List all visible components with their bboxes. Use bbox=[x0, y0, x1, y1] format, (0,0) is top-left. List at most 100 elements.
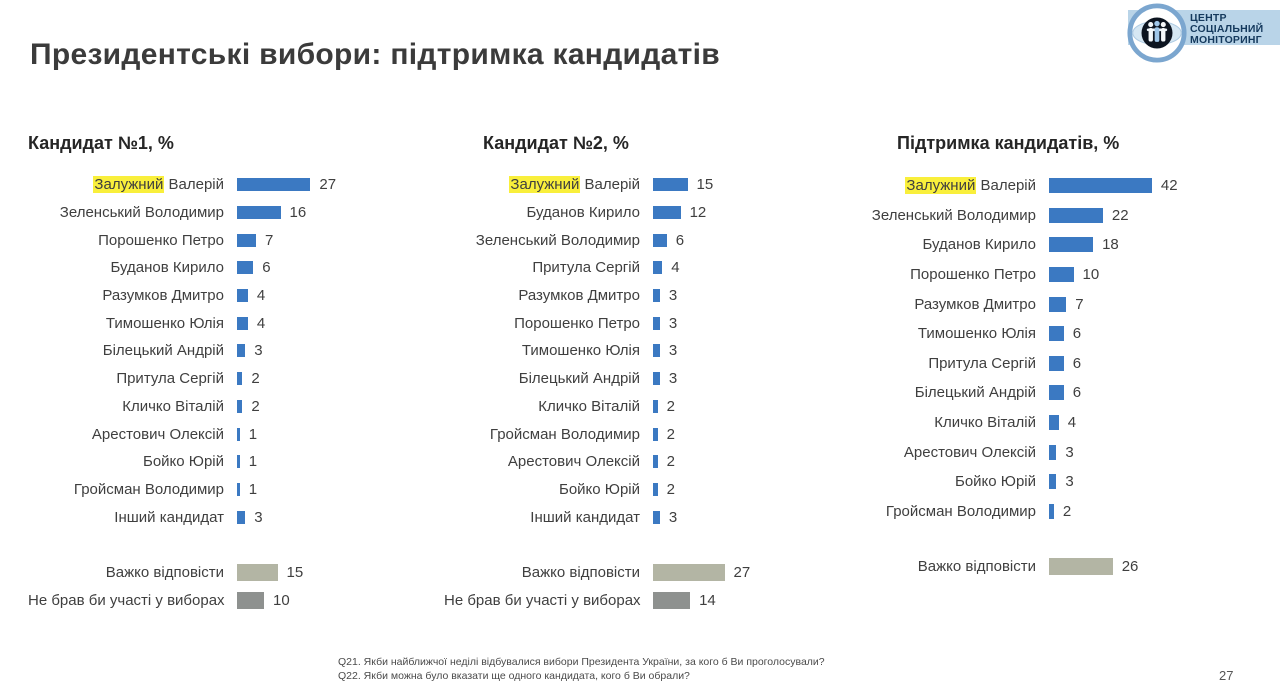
candidate-label: Арестович Олексій bbox=[903, 443, 1036, 461]
chart-rows: Залужний Валерій 42 Зеленський Володимир 22… bbox=[860, 171, 1178, 526]
chart-row: Важко відповісти 27 bbox=[444, 559, 750, 587]
chart-row: Білецький Андрій 3 bbox=[28, 337, 336, 365]
value-label: 2 bbox=[666, 425, 675, 443]
org-logo-text-line: СОЦІАЛЬНИЙ bbox=[1190, 23, 1264, 36]
candidate-label: Бойко Юрій bbox=[142, 453, 224, 471]
value-label: 6 bbox=[675, 231, 685, 249]
candidate-label: Притула Сергій bbox=[116, 370, 224, 388]
bar bbox=[237, 233, 256, 247]
candidate-label: Притула Сергій bbox=[532, 259, 640, 277]
chart-extra-rows: Важко відповісти 15 Не брав би участі у ви… bbox=[28, 559, 336, 614]
candidate-label: Кличко Віталій bbox=[122, 397, 224, 415]
chart-row: Бойко Юрій 3 bbox=[860, 467, 1178, 497]
value-label: 27 bbox=[319, 176, 337, 194]
chart-row: Інший кандидат 3 bbox=[444, 503, 750, 531]
value-label: 15 bbox=[696, 176, 714, 194]
candidate-label: Арестович Олексій bbox=[507, 453, 640, 471]
value-label: 3 bbox=[668, 287, 678, 305]
value-label: 26 bbox=[1121, 558, 1139, 576]
value-label: 7 bbox=[1075, 295, 1084, 313]
value-label: 3 bbox=[1065, 473, 1074, 491]
value-label: 3 bbox=[668, 342, 678, 360]
value-label: 3 bbox=[1065, 443, 1074, 461]
chart-row: Кличко Віталій 2 bbox=[444, 393, 750, 421]
candidate-label: Тимошенко Юлія bbox=[917, 325, 1036, 343]
bar bbox=[237, 455, 240, 469]
chart-row: Зеленський Володимир 16 bbox=[28, 199, 336, 227]
value-label: 14 bbox=[699, 591, 716, 609]
candidate-label: Притула Сергій bbox=[928, 354, 1036, 372]
chart-row: Важко відповісти 26 bbox=[860, 552, 1178, 582]
candidate-label: Залужний Валерій bbox=[509, 176, 640, 194]
value-label: 1 bbox=[248, 480, 258, 498]
chart-row: Притула Сергій 2 bbox=[28, 365, 336, 393]
candidate-label: Буданов Кирило bbox=[110, 259, 224, 277]
bar bbox=[653, 399, 658, 413]
candidate-label: Інший кандидат bbox=[530, 508, 640, 526]
chart-row: Тимошенко Юлія 3 bbox=[444, 337, 750, 365]
highlighted-name: Залужний bbox=[509, 176, 581, 194]
value-label: 2 bbox=[251, 397, 260, 415]
chart-row: Притула Сергій 4 bbox=[444, 254, 750, 282]
candidate-label: Гройсман Володимир bbox=[73, 480, 224, 498]
candidate-label: Важко відповісти bbox=[521, 564, 640, 582]
bar bbox=[1049, 385, 1064, 401]
bar bbox=[237, 510, 246, 524]
chart-row: Гройсман Володимир 2 bbox=[860, 497, 1178, 527]
bar bbox=[237, 482, 240, 496]
value-label: 4 bbox=[671, 259, 680, 277]
value-label: 2 bbox=[666, 480, 675, 498]
candidate-label: Білецький Андрій bbox=[518, 370, 640, 388]
chart-rows: Залужний Валерій 15 Буданов Кирило 12 Зеленс… bbox=[444, 171, 750, 531]
value-label: 16 bbox=[289, 204, 307, 222]
chart-row: Кличко Віталій 2 bbox=[28, 393, 336, 421]
bar bbox=[237, 372, 243, 386]
bar bbox=[1049, 444, 1057, 460]
chart-row: Бойко Юрій 2 bbox=[444, 476, 750, 504]
chart-row: Залужний Валерій 15 bbox=[444, 171, 750, 199]
chart-row: Гройсман Володимир 1 bbox=[28, 476, 336, 504]
page-number: 27 bbox=[1219, 668, 1234, 683]
candidate-label: Зеленський Володимир bbox=[59, 204, 224, 222]
org-logo-text-line: МОНІТОРИНГ bbox=[1190, 34, 1262, 47]
chart-row: Порошенко Петро 10 bbox=[860, 260, 1178, 290]
chart-row: Порошенко Петро 3 bbox=[444, 309, 750, 337]
bar bbox=[1049, 178, 1152, 194]
question-q22: Q22. Якби можна було вказати ще одного к… bbox=[338, 669, 690, 682]
candidate-label: Порошенко Петро bbox=[910, 266, 1036, 284]
candidate-label: Разумков Дмитро bbox=[914, 295, 1036, 313]
value-label: 2 bbox=[666, 397, 675, 415]
bar bbox=[237, 427, 240, 441]
bar bbox=[653, 591, 691, 609]
chart-candidate-1: Кандидат №1, % Залужний Валерій 27 Зеленсь… bbox=[28, 133, 336, 614]
value-label: 18 bbox=[1102, 236, 1119, 254]
value-label: 10 bbox=[273, 591, 290, 609]
value-label: 6 bbox=[1072, 325, 1082, 343]
value-label: 3 bbox=[254, 508, 263, 526]
people-glyph bbox=[1146, 20, 1168, 42]
chart-row: Зеленський Володимир 6 bbox=[444, 226, 750, 254]
question-q21: Q21. Якби найближчої неділі відбувалися … bbox=[338, 656, 825, 668]
chart-row: Гройсман Володимир 2 bbox=[444, 420, 750, 448]
chart-row: Важко відповісти 15 bbox=[28, 559, 336, 587]
chart-row: Разумков Дмитро 4 bbox=[28, 282, 336, 310]
candidate-label: Кличко Віталій bbox=[538, 397, 640, 415]
value-label: 3 bbox=[668, 314, 678, 332]
chart-title: Кандидат №1, % bbox=[28, 133, 174, 153]
chart-row: Разумков Дмитро 7 bbox=[860, 289, 1178, 319]
bar bbox=[237, 206, 281, 220]
chart-row: Притула Сергій 6 bbox=[860, 349, 1178, 379]
value-label: 42 bbox=[1160, 177, 1178, 195]
candidate-label: Разумков Дмитро bbox=[102, 287, 224, 305]
bar bbox=[1049, 558, 1113, 576]
value-label: 4 bbox=[1067, 414, 1077, 432]
candidate-label: Важко відповісти bbox=[917, 558, 1036, 576]
candidate-label: Не брав би участі у виборах bbox=[28, 591, 225, 609]
value-label: 6 bbox=[1072, 384, 1082, 402]
bar bbox=[237, 591, 264, 609]
candidate-label: Разумков Дмитро bbox=[518, 287, 640, 305]
value-label: 4 bbox=[256, 314, 266, 332]
page-title: Президентські вибори: підтримка кандидат… bbox=[30, 38, 721, 71]
chart-title: Підтримка кандидатів, % bbox=[897, 133, 1120, 153]
candidate-label: Тимошенко Юлія bbox=[521, 342, 640, 360]
